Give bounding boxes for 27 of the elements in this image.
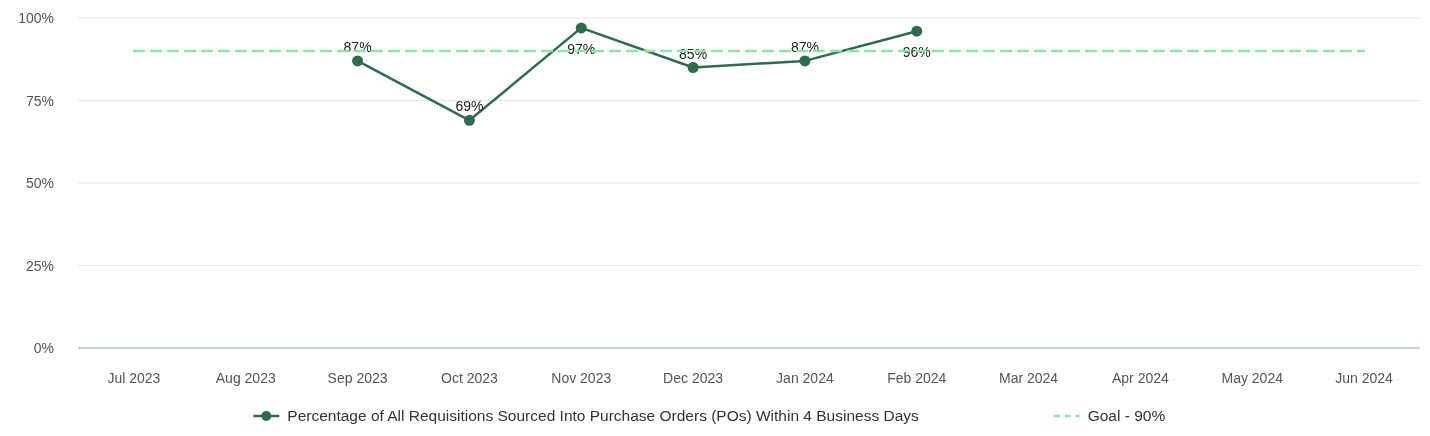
point (911, 25, 923, 37)
x-tick-label: Jul 2023 (107, 370, 161, 386)
x-tick-label: Sep 2023 (327, 370, 388, 386)
x-tick-label: Apr 2024 (1112, 370, 1170, 386)
x-tick-label: Jun 2024 (1335, 370, 1394, 386)
y-tick-label: 50% (25, 175, 54, 191)
point (352, 55, 364, 67)
x-tick-label: Oct 2023 (441, 370, 499, 386)
legend-label: Percentage of All Requisitions Sourced Into Purchase Orders (POs) Within 4 Business Days (287, 407, 920, 424)
data-label: 97% (567, 40, 596, 57)
x-tick-label: Nov 2023 (551, 370, 612, 386)
legend-label: Goal - 90% (1087, 407, 1166, 424)
point (799, 55, 811, 67)
data-label: 69% (455, 98, 484, 115)
point (687, 62, 699, 73)
x-tick-label: Dec 2023 (663, 370, 724, 386)
point (575, 22, 587, 34)
y-tick-label: 0% (33, 340, 54, 356)
x-tick-label: Feb 2024 (887, 370, 947, 386)
x-tick-label: Jan 2024 (776, 370, 834, 386)
x-tick-label: Aug 2023 (215, 370, 276, 386)
y-tick-label: 25% (25, 257, 54, 274)
x-tick-label: Mar 2024 (999, 370, 1059, 386)
x-tick-label: May 2024 (1221, 370, 1284, 386)
y-tick-label: 100% (18, 10, 54, 26)
point (463, 114, 475, 126)
y-tick-label: 75% (25, 92, 54, 109)
